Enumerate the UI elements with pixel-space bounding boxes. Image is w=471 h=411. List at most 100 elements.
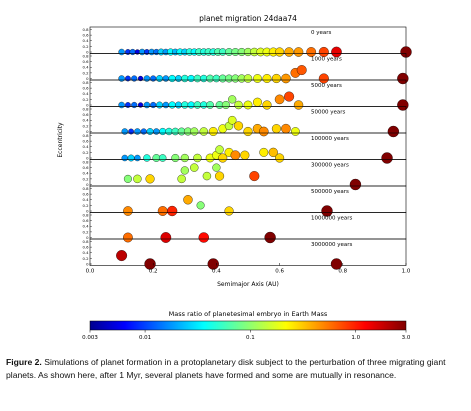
panel-label: 1000000 years <box>311 216 353 222</box>
embryo-point <box>200 74 208 83</box>
embryo-point <box>281 123 291 134</box>
embryo-point <box>274 94 285 105</box>
panel-label: 5000 years <box>311 83 342 89</box>
panel-label: 100000 years <box>311 136 349 142</box>
embryo-point <box>262 74 272 83</box>
y-tick-label: 0 <box>86 155 89 160</box>
embryo-point <box>156 101 163 109</box>
y-tick-label: 0.4 <box>82 197 89 202</box>
caption-text: Simulations of planet formation in a pro… <box>6 357 446 380</box>
panel-label: 3000000 years <box>311 242 353 248</box>
embryo-point <box>127 154 135 162</box>
embryo-point <box>134 128 141 135</box>
y-tick-label: 0.4 <box>82 65 89 70</box>
x-tick-label: 0.6 <box>275 269 284 275</box>
y-tick-label: 0.2 <box>82 229 89 234</box>
embryo-point <box>123 206 133 216</box>
embryo-point <box>275 47 285 57</box>
embryo-point <box>321 205 333 217</box>
embryo-point <box>212 163 221 172</box>
embryo-point <box>193 74 202 83</box>
embryo-point <box>207 258 219 270</box>
embryo-point <box>193 101 202 109</box>
embryo-point <box>157 206 168 216</box>
y-tick-label: 0.8 <box>82 27 89 32</box>
embryo-point <box>264 231 276 244</box>
y-tick-label: 0.8 <box>82 212 89 217</box>
embryo-point <box>397 72 409 85</box>
embryo-point <box>180 166 189 175</box>
embryo-point <box>202 171 212 181</box>
embryo-point <box>271 73 281 84</box>
embryo-point <box>221 100 230 110</box>
y-tick-label: 0 <box>86 129 89 134</box>
embryo-point <box>243 100 253 110</box>
y-tick-label: 0.2 <box>82 150 89 155</box>
y-tick-label: 0 <box>86 208 89 213</box>
embryo-point <box>143 75 151 82</box>
y-tick-label: 0.8 <box>82 133 89 138</box>
panel-label: 300000 years <box>311 163 349 169</box>
embryo-point <box>140 128 147 135</box>
embryo-point <box>118 101 125 109</box>
x-axis: 0.0 0.2 0.4 0.6 0.8 1.0 <box>86 263 411 275</box>
embryo-point <box>150 101 157 109</box>
embryo-point <box>196 201 205 210</box>
embryo-point <box>190 163 199 172</box>
embryo-point <box>234 100 243 110</box>
embryo-point <box>200 101 208 109</box>
embryo-point <box>131 75 138 82</box>
y-tick-label: 0 <box>86 182 89 187</box>
embryo-point <box>291 127 300 136</box>
panel-frame <box>89 212 407 240</box>
embryo-point <box>145 174 155 184</box>
embryo-point <box>125 75 131 82</box>
embryo-point <box>318 46 329 58</box>
embryo-point <box>193 153 202 163</box>
y-tick-label: 0.4 <box>82 250 89 255</box>
embryo-point <box>233 121 244 131</box>
panel-frame <box>89 238 407 266</box>
embryo-point <box>208 127 218 136</box>
y-tick-label: 0.4 <box>82 38 89 43</box>
embryo-point <box>131 101 138 109</box>
embryo-point <box>318 73 329 84</box>
embryo-point <box>181 101 189 109</box>
embryo-point <box>243 74 253 83</box>
colorbar-tick-label: 0.01 <box>139 335 151 341</box>
embryo-point <box>116 250 128 262</box>
embryo-point <box>296 65 307 76</box>
embryo-point <box>143 101 151 109</box>
embryo-point <box>129 48 136 56</box>
embryo-point <box>158 154 167 162</box>
embryo-point <box>121 154 128 162</box>
embryo-point <box>230 150 241 160</box>
embryo-point <box>284 91 295 102</box>
embryo-point <box>160 232 172 243</box>
embryo-point <box>162 101 170 109</box>
embryo-point <box>349 178 362 191</box>
y-tick-label: 0 <box>86 261 89 266</box>
embryo-point <box>177 174 186 184</box>
embryo-point <box>168 74 176 83</box>
embryo-point <box>183 195 193 205</box>
y-tick-label: 0.8 <box>82 106 89 111</box>
embryo-point <box>146 128 154 135</box>
embryo-point <box>381 152 393 164</box>
y-tick-label: 0 <box>86 76 89 81</box>
y-tick-label: 0.4 <box>82 118 89 123</box>
embryo-point <box>175 101 182 109</box>
embryo-point <box>159 127 167 136</box>
y-tick-label: 0.8 <box>82 239 89 244</box>
embryo-point <box>125 102 131 108</box>
panel-frame <box>89 185 407 213</box>
embryo-point <box>331 46 342 58</box>
panel: 00.20.40.60.80 years <box>82 26 412 58</box>
colorbar-tick-label: 1.0 <box>351 335 360 341</box>
embryo-point <box>156 75 163 82</box>
x-tick-label: 1.0 <box>402 269 411 275</box>
